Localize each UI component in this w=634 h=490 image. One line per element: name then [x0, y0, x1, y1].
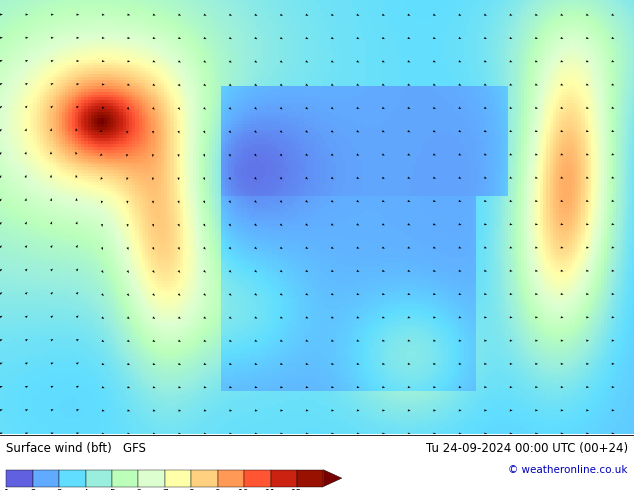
Bar: [6, 470, 33, 487]
Bar: [271, 470, 297, 487]
Text: 4: 4: [83, 489, 88, 490]
Bar: [86, 470, 112, 487]
Bar: [297, 470, 323, 487]
Text: 5: 5: [109, 489, 115, 490]
Text: © weatheronline.co.uk: © weatheronline.co.uk: [508, 466, 628, 475]
Text: 2: 2: [30, 489, 36, 490]
Text: 1: 1: [3, 489, 10, 490]
Text: 10: 10: [238, 489, 250, 490]
Bar: [59, 470, 86, 487]
Bar: [244, 470, 271, 487]
Bar: [165, 470, 191, 487]
Text: 8: 8: [188, 489, 194, 490]
Text: 9: 9: [215, 489, 221, 490]
Text: 12: 12: [291, 489, 302, 490]
Text: 3: 3: [56, 489, 62, 490]
Bar: [33, 470, 59, 487]
Polygon shape: [323, 470, 342, 487]
Text: 6: 6: [136, 489, 141, 490]
Text: 7: 7: [162, 489, 168, 490]
Text: Tu 24-09-2024 00:00 UTC (00+24): Tu 24-09-2024 00:00 UTC (00+24): [425, 442, 628, 455]
Bar: [112, 470, 138, 487]
Text: 11: 11: [265, 489, 276, 490]
Bar: [138, 470, 165, 487]
Bar: [191, 470, 217, 487]
Text: Surface wind (bft)   GFS: Surface wind (bft) GFS: [6, 442, 146, 455]
Bar: [217, 470, 244, 487]
